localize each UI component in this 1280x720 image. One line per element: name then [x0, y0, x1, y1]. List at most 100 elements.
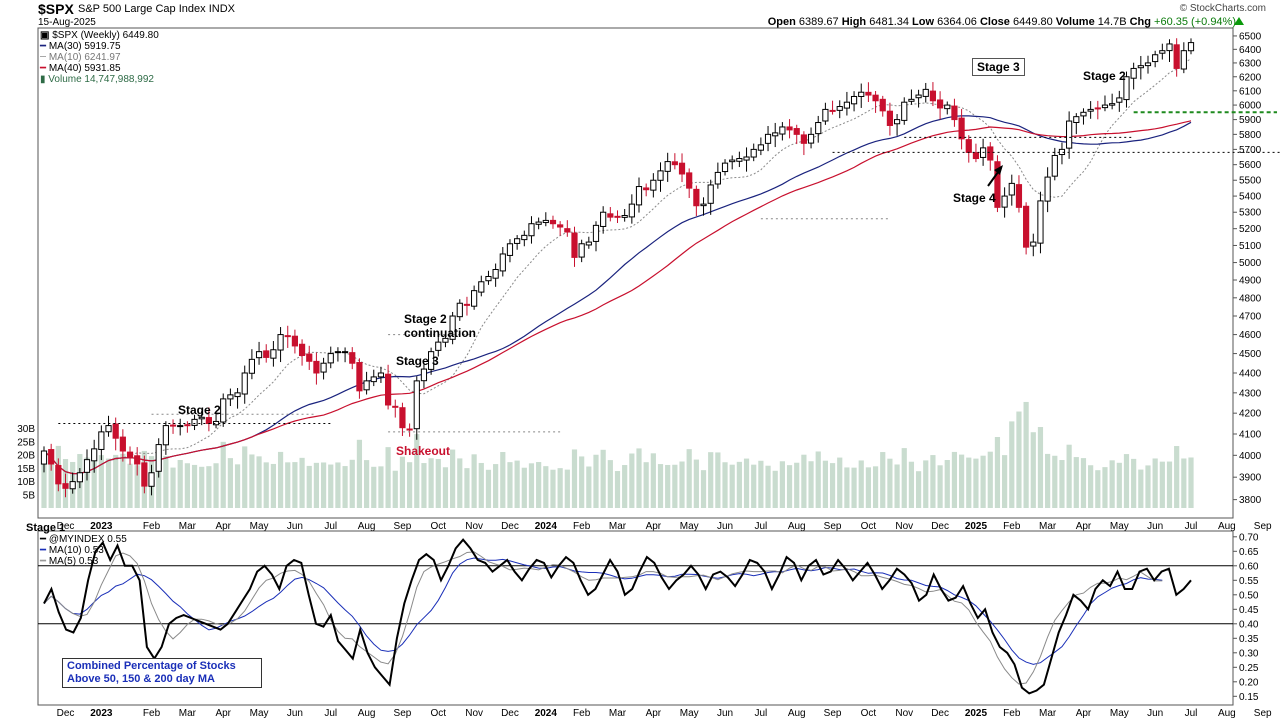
volume-bar: [1109, 460, 1115, 508]
candle-body: [671, 161, 678, 166]
candle-body: [800, 134, 807, 144]
candle-body: [693, 188, 700, 207]
candle-body: [772, 132, 779, 137]
price-tick-label: 4700: [1239, 312, 1262, 323]
low-value: 6364.06: [937, 16, 977, 28]
volume-bar: [887, 458, 893, 508]
candle-body: [822, 108, 829, 122]
volume-bar: [708, 452, 714, 508]
volume-bar: [844, 467, 850, 508]
volume-bar: [485, 469, 492, 508]
volume-bar: [700, 470, 707, 508]
volume-bar: [650, 453, 656, 508]
volume-bar: [191, 464, 198, 508]
volume-tick-label: 30B: [17, 424, 35, 435]
candle-body: [1109, 103, 1116, 106]
volume-bar: [959, 454, 965, 508]
volume-bar: [987, 451, 993, 508]
candle-body: [449, 315, 456, 340]
volume-bar: [872, 466, 879, 508]
price-tick-label: 5500: [1239, 176, 1262, 187]
volume-bar: [471, 454, 477, 508]
change-value: +60.35 (+0.94%): [1154, 16, 1236, 28]
indicator-tick-label: 0.55: [1239, 576, 1259, 587]
legend-ind-ma10: ━ MA(10) 0.53: [40, 545, 104, 556]
candle-body: [141, 462, 148, 487]
candle-body: [987, 146, 994, 161]
volume-bar: [234, 464, 241, 508]
candle-body: [363, 380, 370, 391]
volume-bar: [951, 451, 958, 508]
price-tick-label: 5200: [1239, 224, 1262, 235]
price-x-label: May: [250, 521, 269, 532]
candle-body: [126, 451, 134, 458]
candle-body: [843, 101, 850, 109]
legend-ma40: ━ MA(40) 5931.85: [40, 63, 121, 74]
volume-bar: [586, 466, 592, 508]
volume-bar: [808, 461, 814, 508]
price-tick-label: 5600: [1239, 160, 1262, 171]
price-x-label: May: [680, 521, 699, 532]
indicator-tick-label: 0.20: [1239, 677, 1259, 688]
candle-body: [786, 126, 793, 131]
price-x-label: Mar: [1039, 521, 1057, 532]
candle-body: [220, 398, 227, 423]
volume-bar: [113, 454, 119, 508]
candle-body: [284, 335, 291, 338]
volume-bar: [105, 458, 112, 508]
candle-body: [850, 95, 858, 105]
candle-body: [320, 362, 327, 373]
price-tick-label: 6500: [1239, 31, 1262, 42]
candle-body: [750, 148, 757, 158]
candle-body: [456, 302, 463, 318]
low-label: Low: [912, 16, 935, 28]
volume-bar: [1023, 401, 1029, 508]
volume-bar: [263, 462, 269, 508]
volume-bar: [199, 466, 205, 508]
price-tick-label: 6100: [1239, 86, 1262, 97]
indicator-x-label: 2024: [535, 708, 558, 719]
indicator-legend: ━ @MYINDEX 0.55 ━ MA(10) 0.53 ━ MA(5) 0.…: [40, 534, 127, 567]
volume-bar: [772, 470, 778, 508]
price-x-label: Aug: [788, 521, 806, 532]
volume-bar: [665, 464, 671, 508]
indicator-x-label: Jul: [1185, 708, 1198, 719]
legend-ma10-text: MA(10) 6241.97: [48, 52, 121, 63]
indicator-x-label: Jul: [324, 708, 337, 719]
candle-body: [807, 133, 815, 144]
indicator-x-label: 2025: [965, 708, 988, 719]
volume-bar: [277, 451, 284, 508]
candle-body: [420, 368, 428, 382]
up-arrow-icon: [1234, 17, 1244, 25]
volume-bar: [1059, 460, 1065, 508]
volume-bar: [514, 460, 520, 508]
candle-body: [951, 105, 958, 121]
volume-bar: [1009, 421, 1015, 508]
candle-body: [313, 360, 320, 374]
indicator-info-box: Combined Percentage of Stocks Above 50, …: [62, 658, 262, 688]
volume-bar: [622, 465, 628, 508]
price-x-label: Feb: [573, 521, 591, 532]
candle-body: [370, 376, 377, 383]
volume-bar: [450, 449, 456, 508]
price-x-label: Nov: [465, 521, 483, 532]
volume-tick-label: 10B: [17, 477, 35, 488]
indicator-x-label: Jun: [717, 708, 733, 719]
volume-bar: [536, 462, 542, 508]
volume-bar: [1095, 470, 1101, 508]
candle-body: [757, 144, 764, 151]
candle-body: [972, 152, 980, 160]
volume-bar: [342, 466, 348, 508]
price-tick-label: 4300: [1239, 388, 1262, 399]
candle-body: [1116, 97, 1123, 103]
price-tick-label: 5000: [1239, 258, 1262, 269]
candle-body: [334, 351, 342, 354]
candle-body: [83, 459, 91, 473]
candle-body: [255, 351, 263, 359]
candle-body: [628, 203, 635, 218]
volume-bar: [356, 439, 363, 508]
volume-bar: [1080, 458, 1087, 508]
volume-bar: [1174, 446, 1180, 508]
candle-body: [1073, 116, 1080, 124]
price-tick-label: 4600: [1239, 330, 1262, 341]
